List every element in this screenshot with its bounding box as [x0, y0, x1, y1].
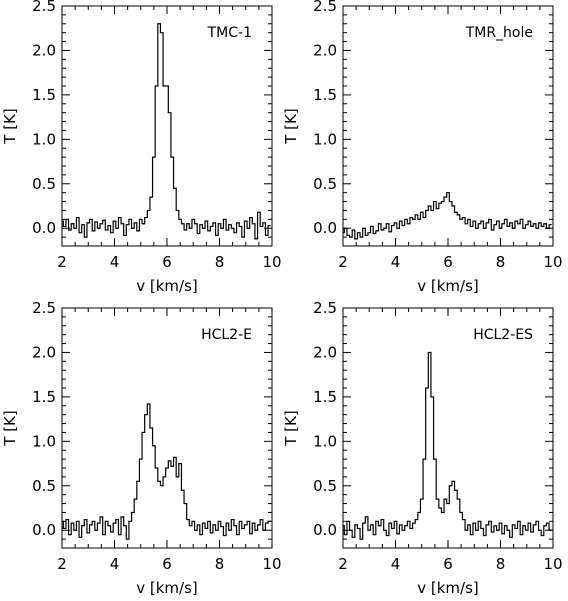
x-tick-label: 10 — [262, 555, 281, 573]
x-tick-label: 4 — [391, 555, 401, 573]
y-tick-label: 0.0 — [313, 219, 337, 237]
panel-title: TMR_hole — [465, 25, 533, 41]
y-tick-label: 2.5 — [313, 299, 337, 317]
y-tick-label: 0.0 — [313, 521, 337, 539]
x-axis-label: v [km/s] — [417, 277, 479, 295]
spectrum-panel: 2 4 6 8 10 0.0 0.5 1.0 1.5 2.0 2.5 v [km/s] T [K] HCL… — [282, 299, 563, 597]
y-tick-label: 1.0 — [32, 130, 56, 148]
x-tick-label: 4 — [391, 253, 401, 271]
plot-frame — [61, 5, 273, 247]
spectrum-line — [62, 23, 271, 240]
panel-title: HCL2-E — [201, 327, 252, 343]
y-axis-label: T [K] — [282, 410, 300, 446]
plot-frame — [342, 307, 554, 549]
y-tick-label: 1.5 — [32, 86, 56, 104]
y-tick-label: 2.0 — [313, 41, 337, 59]
y-tick-label: 0.5 — [32, 175, 56, 193]
x-tick-label: 2 — [57, 253, 67, 271]
y-tick-label: 1.5 — [32, 388, 56, 406]
y-tick-label: 1.0 — [313, 130, 337, 148]
x-tick-label: 10 — [262, 253, 281, 271]
y-tick-label: 1.0 — [32, 432, 56, 450]
y-axis-label: T [K] — [1, 108, 19, 144]
y-tick-label: 2.0 — [313, 343, 337, 361]
y-tick-label: 1.0 — [313, 432, 337, 450]
x-tick-label: 8 — [215, 253, 225, 271]
y-tick-label: 2.0 — [32, 343, 56, 361]
plot-frame — [342, 5, 554, 247]
x-tick-label: 10 — [543, 555, 562, 573]
spectrum-line — [343, 192, 552, 240]
y-tick-label: 2.0 — [32, 41, 56, 59]
panel-title: TMC-1 — [207, 25, 252, 41]
x-tick-label: 8 — [496, 253, 506, 271]
x-tick-label: 2 — [57, 555, 67, 573]
x-tick-label: 6 — [162, 253, 172, 271]
panel-title: HCL2-ES — [473, 327, 533, 343]
spectrum-panel: 2 4 6 8 10 0.0 0.5 1.0 1.5 2.0 2.5 v [km/s] T [K] HCL… — [1, 299, 282, 597]
y-tick-label: 2.5 — [313, 0, 337, 15]
y-tick-label: 0.5 — [32, 477, 56, 495]
plot-frame — [61, 307, 273, 549]
y-tick-label: 0.5 — [313, 175, 337, 193]
x-tick-label: 10 — [543, 253, 562, 271]
y-tick-label: 0.0 — [32, 521, 56, 539]
y-axis-label: T [K] — [282, 108, 300, 144]
x-axis-label: v [km/s] — [136, 277, 198, 295]
x-tick-label: 2 — [338, 253, 348, 271]
spectrum-panel: 2 4 6 8 10 0.0 0.5 1.0 1.5 2.0 2.5 v [km/s] T [K] TMC… — [1, 0, 282, 295]
spectrum-line — [62, 403, 271, 540]
x-tick-label: 6 — [443, 555, 453, 573]
x-tick-label: 4 — [110, 555, 120, 573]
x-tick-label: 4 — [110, 253, 120, 271]
x-tick-label: 6 — [162, 555, 172, 573]
y-axis-label: T [K] — [1, 410, 19, 446]
x-axis-label: v [km/s] — [417, 579, 479, 597]
x-tick-label: 6 — [443, 253, 453, 271]
spectrum-line — [343, 351, 552, 540]
y-tick-label: 0.0 — [32, 219, 56, 237]
spectrum-panel: 2 4 6 8 10 0.0 0.5 1.0 1.5 2.0 2.5 v [km/s] T [K] TMR… — [282, 0, 563, 295]
x-axis-label: v [km/s] — [136, 579, 198, 597]
x-tick-label: 2 — [338, 555, 348, 573]
y-tick-label: 2.5 — [32, 299, 56, 317]
y-tick-label: 1.5 — [313, 86, 337, 104]
y-tick-label: 2.5 — [32, 0, 56, 15]
x-tick-label: 8 — [215, 555, 225, 573]
y-tick-label: 1.5 — [313, 388, 337, 406]
y-tick-label: 0.5 — [313, 477, 337, 495]
x-tick-label: 8 — [496, 555, 506, 573]
